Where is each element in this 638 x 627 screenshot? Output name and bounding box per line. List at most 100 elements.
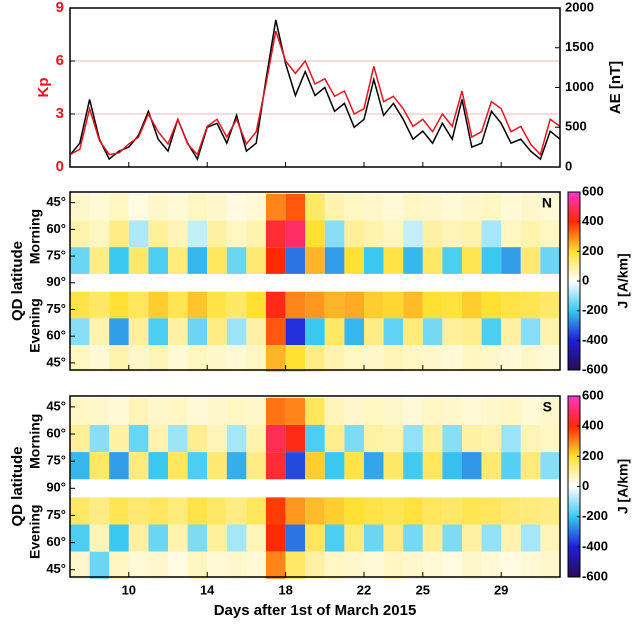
heat-cell [148,220,168,248]
heat-cell [324,220,345,248]
heat-cell [148,345,168,372]
heat-cell [70,247,90,274]
heat-cell [168,524,188,552]
heat-cell [128,551,149,579]
heat-cell [501,247,521,274]
heat-cell [246,247,266,274]
heat-cell [324,497,345,525]
heat-cell [383,497,404,525]
heat-cell [207,247,227,274]
heat-cell [285,524,306,552]
heat-cell [403,193,423,221]
heat-cell [383,551,404,579]
y-tick-label: 45° [46,561,66,576]
y-axis-label: QD latitude [9,241,26,321]
y-tick-label: 45° [46,398,66,413]
heat-cell [226,193,247,221]
heat-cell [128,247,149,274]
heat-cell [148,524,168,552]
heat-cell [109,193,129,221]
heat-cell [168,452,188,480]
y-tick-label: 75° [46,248,66,263]
heat-cell [148,291,168,319]
heat-cell [128,397,149,425]
heat-cell [226,452,247,480]
heat-cell [109,397,129,425]
colorbar-tick-label: -400 [582,538,608,553]
heat-cell [207,345,227,372]
heat-cell [246,497,266,525]
heat-cell [540,524,560,552]
heat-cell [481,524,502,552]
heat-cell [70,193,90,221]
heat-cell [187,220,208,248]
heat-cell [109,318,129,346]
y-tick-label: 45° [46,354,66,369]
heat-cell [128,345,149,372]
heat-cell [285,452,306,480]
colorbar-tick-label: 400 [582,418,604,433]
heat-cell [246,524,266,552]
heat-cell [540,291,560,319]
x-tick-label: 18 [278,582,292,597]
heat-cell [344,424,364,453]
colorbar-label: J [A/km] [615,253,631,308]
heat-cell [187,397,208,425]
heat-cell [89,551,110,579]
heat-cell [207,291,227,319]
heat-cell [364,497,384,525]
colorbar-tick-label: 600 [582,183,604,198]
heat-cell [266,345,286,372]
heat-cell [70,291,90,319]
heat-cell [442,345,462,372]
heat-cell [109,220,129,248]
heat-cell [403,345,423,372]
heat-cell [266,318,286,346]
plot-frame [69,7,561,168]
heat-cell [266,497,286,525]
heat-cell [187,318,208,346]
heat-cell [324,193,345,221]
heat-cell [442,397,462,425]
heat-cell [246,291,266,319]
heat-cell [344,524,364,552]
heat-cell [285,551,306,579]
series-line [69,19,561,161]
heat-cell [246,345,266,372]
heat-cell [305,524,325,552]
heat-cell [109,345,129,372]
heat-cell [501,524,521,552]
heat-cell [481,424,502,453]
heat-cell [403,397,423,425]
heat-cell [285,424,306,453]
heat-cell [501,397,521,425]
heat-cell [89,318,110,346]
heat-cell [481,247,502,274]
colorbar-tick-label: -600 [582,361,608,376]
heat-cell [246,220,266,248]
heat-cell [89,424,110,453]
heat-cell [481,551,502,579]
row-group-label: Morning [27,414,43,469]
heat-cell [226,318,247,346]
heat-cell [540,424,560,453]
heat-cell [501,220,521,248]
heat-cell [442,291,462,319]
heat-cell [462,247,482,274]
heat-cell [501,424,521,453]
heat-cell [168,424,188,453]
heat-cell [285,193,306,221]
axis-label: AE [nT] [607,61,624,114]
heat-cell [462,220,482,248]
heat-cell [481,220,502,248]
heat-cell [442,524,462,552]
heat-cell [89,497,110,525]
heat-cell [207,424,227,453]
heat-cell [70,452,90,480]
x-tick-label: 14 [200,582,215,597]
heat-cell [148,397,168,425]
heat-cell [187,551,208,579]
heat-cell [364,424,384,453]
heat-cell [501,345,521,372]
heat-cell [403,291,423,319]
